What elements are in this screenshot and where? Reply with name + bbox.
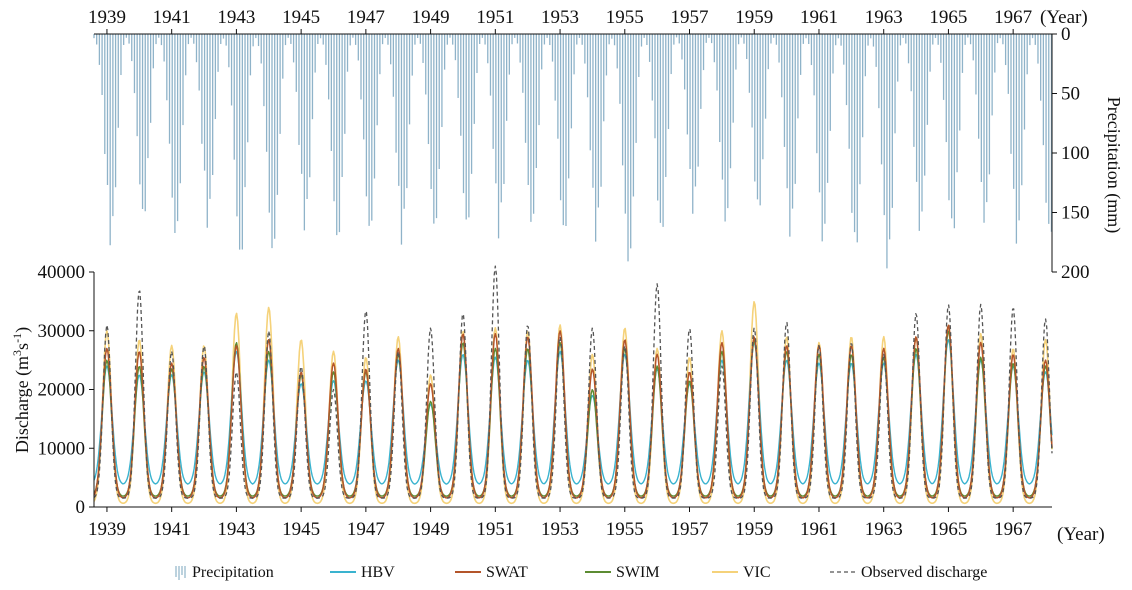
top-tick-label: 1939 xyxy=(88,7,126,28)
top-tick-label: 1965 xyxy=(929,7,967,28)
legend-swat-label: SWAT xyxy=(486,564,528,581)
series-line-hbv xyxy=(93,339,1053,485)
precipitation-bars xyxy=(93,34,1053,269)
precipitation-tick-label: 100 xyxy=(1061,143,1090,164)
discharge-axis-label: Discharge (m3s-1) xyxy=(10,327,33,453)
legend-swim-label: SWIM xyxy=(616,564,660,581)
top-tick-label: 1953 xyxy=(541,7,579,28)
discharge-tick-label: 10000 xyxy=(38,438,86,459)
bottom-tick-label: 1945 xyxy=(282,519,320,540)
top-tick-label: 1967 xyxy=(994,7,1032,28)
discharge-tick-label: 30000 xyxy=(38,321,86,342)
bottom-year-unit: (Year) xyxy=(1057,524,1105,545)
precipitation-axis-label: Precipitation (mm) xyxy=(1103,97,1124,233)
bottom-tick-label: 1953 xyxy=(541,519,579,540)
top-tick-label: 1947 xyxy=(347,7,385,28)
legend-precipitation-icon xyxy=(175,566,186,580)
bottom-tick-label: 1949 xyxy=(412,519,450,540)
precipitation-tick-label: 50 xyxy=(1061,84,1080,105)
discharge-tick-label: 20000 xyxy=(38,380,86,401)
bottom-tick-label: 1967 xyxy=(994,519,1032,540)
precipitation-tick-label: 200 xyxy=(1061,262,1090,283)
legend-observed-label: Observed discharge xyxy=(861,564,987,581)
legend-vic-label: VIC xyxy=(743,564,771,581)
legend-precipitation-label: Precipitation xyxy=(192,564,274,581)
top-tick-label: 1955 xyxy=(606,7,644,28)
bottom-tick-label: 1951 xyxy=(476,519,514,540)
series-line-swat xyxy=(93,324,1053,499)
top-tick-label: 1951 xyxy=(476,7,514,28)
bottom-tick-label: 1959 xyxy=(735,519,773,540)
bottom-tick-label: 1947 xyxy=(347,519,385,540)
bottom-tick-label: 1955 xyxy=(606,519,644,540)
precipitation-tick-label: 150 xyxy=(1061,203,1090,224)
series-line-observed xyxy=(93,265,1053,499)
bottom-tick-label: 1941 xyxy=(153,519,191,540)
discharge-ticks: 0 10000 20000 30000 40000 xyxy=(38,262,94,518)
legend-hbv-label: HBV xyxy=(361,564,395,581)
discharge-tick-label: 0 xyxy=(76,497,86,518)
top-tick-label: 1941 xyxy=(153,7,191,28)
bottom-tick-label: 1961 xyxy=(800,519,838,540)
top-tick-label: 1943 xyxy=(217,7,255,28)
precipitation-ticks: 0 50 100 150 200 xyxy=(1052,24,1090,283)
precipitation-tick-label: 0 xyxy=(1061,24,1071,45)
bottom-tick-label: 1943 xyxy=(217,519,255,540)
top-tick-label: 1957 xyxy=(671,7,709,28)
top-tick-label: 1959 xyxy=(735,7,773,28)
top-tick-label: 1945 xyxy=(282,7,320,28)
bottom-year-ticks: 1939 1941 1943 1945 1947 1949 1951 1953 1955 1957… xyxy=(88,507,1032,540)
top-year-unit: (Year) xyxy=(1040,7,1088,28)
discharge-series xyxy=(93,265,1053,505)
bottom-tick-label: 1965 xyxy=(929,519,967,540)
top-year-ticks: 1939 1941 1943 1945 1947 1949 1951 1953 1955 1957… xyxy=(88,7,1032,34)
top-tick-label: 1961 xyxy=(800,7,838,28)
discharge-tick-label: 40000 xyxy=(38,262,86,283)
top-tick-label: 1949 xyxy=(412,7,450,28)
bottom-tick-label: 1963 xyxy=(865,519,903,540)
top-tick-label: 1963 xyxy=(865,7,903,28)
legend: Precipitation HBV SWAT SWIM VIC Observed… xyxy=(175,564,987,581)
bottom-tick-label: 1939 xyxy=(88,519,126,540)
bottom-tick-label: 1957 xyxy=(671,519,709,540)
